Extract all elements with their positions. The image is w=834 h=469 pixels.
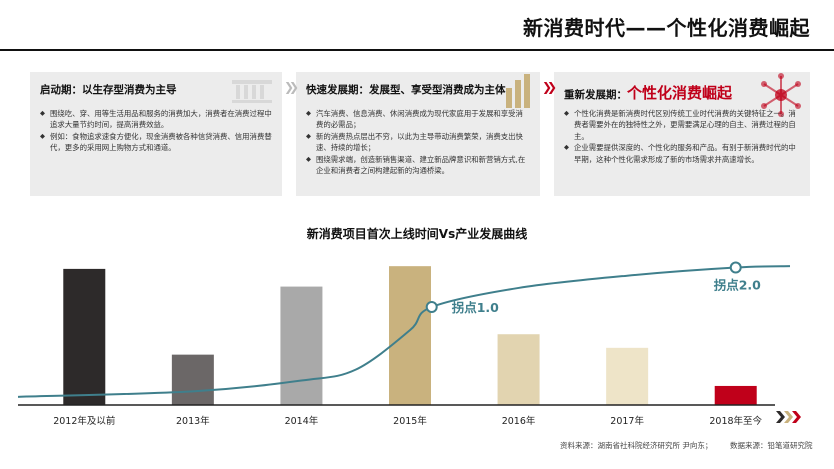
phase-heading: 重新发展期：个性化消费崛起 — [564, 82, 800, 102]
x-tick-label: 2018年至今 — [709, 415, 762, 427]
bar-0 — [63, 268, 106, 405]
bar-chart-icon — [506, 74, 530, 108]
phase-bullet-list: 汽车消费、信息消费、休闲消费成为现代家庭用于发展和享受消费的必需品； 新的消费热… — [306, 108, 530, 176]
inflection-label: 拐点1.0 — [452, 300, 499, 315]
phase-bullet: 汽车消费、信息消费、休闲消费成为现代家庭用于发展和享受消费的必需品； — [306, 108, 530, 131]
phase-heading: 快速发展期：发展型、享受型消费成为主体 — [306, 82, 530, 102]
chart-title: 新消费项目首次上线时间Vs产业发展曲线 — [306, 227, 528, 241]
bar-1 — [171, 354, 214, 405]
x-tick-label: 2017年 — [610, 415, 644, 427]
x-tick-label: 2012年及以前 — [53, 415, 115, 427]
phase-bullet-list: 围绕吃、穿、用等生活用品和服务的消费加大，消费者在消费过程中追求大量节约时间，提… — [40, 108, 272, 154]
axis-arrow-chevron — [792, 411, 801, 423]
phase-heading-highlight: 个性化消费崛起 — [627, 84, 733, 102]
axis-arrow-chevron — [784, 411, 793, 423]
industry-curve-line — [17, 265, 791, 398]
phase-bullet: 例如：食物追求速食方便化，现金消费被各种信贷消费、信用消费替代，更多的采用网上购… — [40, 131, 272, 154]
bar-3 — [389, 266, 431, 405]
inflection-marker — [729, 261, 742, 274]
phase-bullet: 个性化消费是新消费时代区别传统工业时代消费的关键特征之一。消费者需要外在的独特性… — [564, 108, 800, 142]
data-source-note: 数据来源：铅笔道研究院 — [730, 441, 813, 450]
phase-heading-text: 快速发展期：发展型、享受型消费成为主体 — [306, 84, 506, 96]
inflection-label: 拐点2.0 — [714, 278, 761, 293]
bar-5 — [606, 347, 649, 405]
phase-heading-text: 重新发展期： — [564, 89, 627, 101]
phase-heading: 启动期：以生存型消费为主导 — [40, 82, 272, 102]
chevron-right-icon: ❯❯ — [542, 80, 557, 94]
phase-bullet: 企业需要提供深度的、个性化的服务和产品。有别于新消费时代的中早期，这种个性化需求… — [564, 142, 800, 165]
phase-bullet: 新的消费热点层出不穷，以此为主导带动消费繁荣，消费支出快速、持续的增长； — [306, 131, 530, 154]
phase-bullet: 围绕需求端，创造新销售渠道、建立新品牌意识和新营销方式,在企业和消费者之间构建起… — [306, 154, 530, 177]
axis-arrow-chevron — [776, 411, 785, 423]
phase-panel-startup: 启动期：以生存型消费为主导 围绕吃、穿、用等生活用品和服务的消费加大，消费者在消… — [30, 72, 282, 196]
page-title: 新消费时代——个性化消费崛起 — [523, 16, 810, 40]
title-rule — [0, 49, 834, 51]
phase-bullet-list: 个性化消费是新消费时代区别传统工业时代消费的关键特征之一。消费者需要外在的独特性… — [564, 108, 800, 165]
bar-2 — [280, 286, 323, 405]
chevron-right-icon: ❯❯ — [284, 80, 299, 94]
x-tick-label: 2015年 — [393, 415, 427, 427]
phase-heading-text: 启动期：以生存型消费为主导 — [40, 84, 177, 96]
phase-bullet: 围绕吃、穿、用等生活用品和服务的消费加大，消费者在消费过程中追求大量节约时间，提… — [40, 108, 272, 131]
bar-4 — [497, 334, 540, 405]
phase-panel-growth: 快速发展期：发展型、享受型消费成为主体 汽车消费、信息消费、休闲消费成为现代家庭… — [296, 72, 540, 196]
phase-panel-redevelopment: 重新发展期：个性化消费崛起 个性化消费是新消费时代区别传统工业时代消费的关键特征… — [554, 72, 810, 196]
source-note: 资料来源：湖南省社科院经济研究所 尹向东； — [560, 441, 713, 450]
bar-6 — [714, 385, 757, 405]
building-icon — [232, 80, 272, 103]
x-tick-label: 2013年 — [176, 415, 210, 427]
inflection-marker — [425, 301, 438, 313]
x-tick-label: 2016年 — [502, 415, 536, 427]
x-tick-label: 2014年 — [285, 415, 319, 427]
